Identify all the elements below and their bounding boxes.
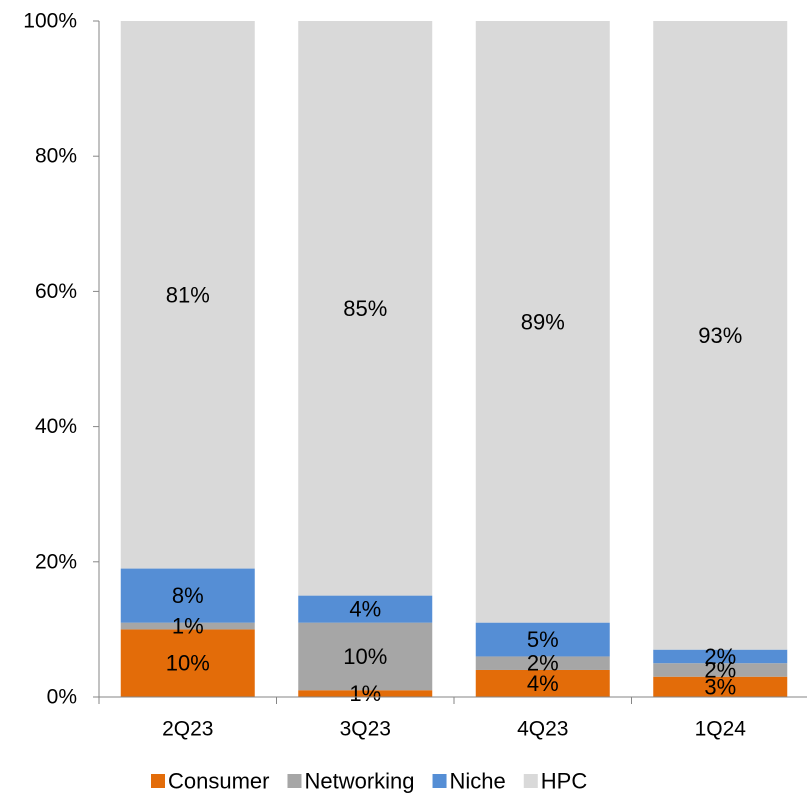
y-tick-label: 0% xyxy=(47,686,77,709)
y-tick-label: 80% xyxy=(35,145,77,168)
data-label-hpc-2q23: 81% xyxy=(166,282,210,307)
data-label-hpc-4q23: 89% xyxy=(521,309,565,334)
bar-networking-4q23 xyxy=(475,656,610,670)
y-tick-label: 100% xyxy=(23,10,77,33)
bar-consumer-1q24 xyxy=(653,676,788,697)
x-tick-label-4q23: 4Q23 xyxy=(517,718,568,741)
bar-hpc-2q23 xyxy=(120,21,255,569)
data-label-niche-3q23: 4% xyxy=(349,597,381,622)
data-labels-layer: 10%1%8%81%1%10%4%85%4%2%5%89%3%2%2%93% xyxy=(166,282,743,706)
bar-niche-4q23 xyxy=(475,622,610,657)
bar-niche-3q23 xyxy=(298,595,433,623)
bar-networking-3q23 xyxy=(298,622,433,691)
bar-hpc-4q23 xyxy=(475,21,610,623)
data-label-hpc-1q24: 93% xyxy=(698,323,742,348)
data-label-niche-2q23: 8% xyxy=(172,583,204,608)
bar-networking-1q24 xyxy=(653,663,788,677)
bar-niche-2q23 xyxy=(120,568,255,623)
bar-networking-2q23 xyxy=(120,622,255,630)
bar-hpc-3q23 xyxy=(298,21,433,596)
axes-layer: 0% 20% 40% 60% 80% 100% 2Q23 3Q23 4Q23 1Q24 xyxy=(23,10,807,741)
legend-swatch-networking xyxy=(287,774,302,788)
data-label-consumer-1q24: 3% xyxy=(704,674,736,699)
data-label-networking-1q24: 2% xyxy=(704,657,736,682)
bar-consumer-3q23 xyxy=(298,690,433,697)
bars-layer xyxy=(120,21,788,697)
data-label-networking-4q23: 2% xyxy=(527,651,559,676)
data-label-networking-2q23: 1% xyxy=(172,614,204,639)
x-tick-label-2q23: 2Q23 xyxy=(162,718,213,741)
y-tick-label: 40% xyxy=(35,415,77,438)
data-label-hpc-3q23: 85% xyxy=(343,296,387,321)
legend-label-networking: Networking xyxy=(304,769,414,794)
legend-swatch-niche xyxy=(432,774,447,788)
x-tick-label-1q24: 1Q24 xyxy=(695,718,747,741)
data-label-networking-3q23: 10% xyxy=(343,644,387,669)
legend-label-consumer: Consumer xyxy=(168,769,269,794)
y-tick-label: 60% xyxy=(35,280,77,303)
legend-swatch-consumer xyxy=(151,774,165,788)
data-label-consumer-4q23: 4% xyxy=(527,671,559,696)
data-label-consumer-2q23: 10% xyxy=(166,651,210,676)
legend-label-niche: Niche xyxy=(450,769,506,794)
data-label-consumer-3q23: 1% xyxy=(349,681,381,706)
data-label-niche-4q23: 5% xyxy=(527,627,559,652)
bar-consumer-4q23 xyxy=(475,669,610,697)
bar-hpc-1q24 xyxy=(653,21,788,650)
bar-consumer-2q23 xyxy=(120,629,255,697)
legend-swatch-hpc xyxy=(523,774,538,788)
bar-niche-1q24 xyxy=(653,649,788,664)
y-tick-label: 20% xyxy=(35,550,77,573)
legend-label-hpc: HPC xyxy=(541,769,588,794)
legend: Consumer Networking Niche HPC xyxy=(151,769,587,794)
data-label-niche-1q24: 2% xyxy=(704,644,736,669)
x-tick-label-3q23: 3Q23 xyxy=(340,718,391,741)
